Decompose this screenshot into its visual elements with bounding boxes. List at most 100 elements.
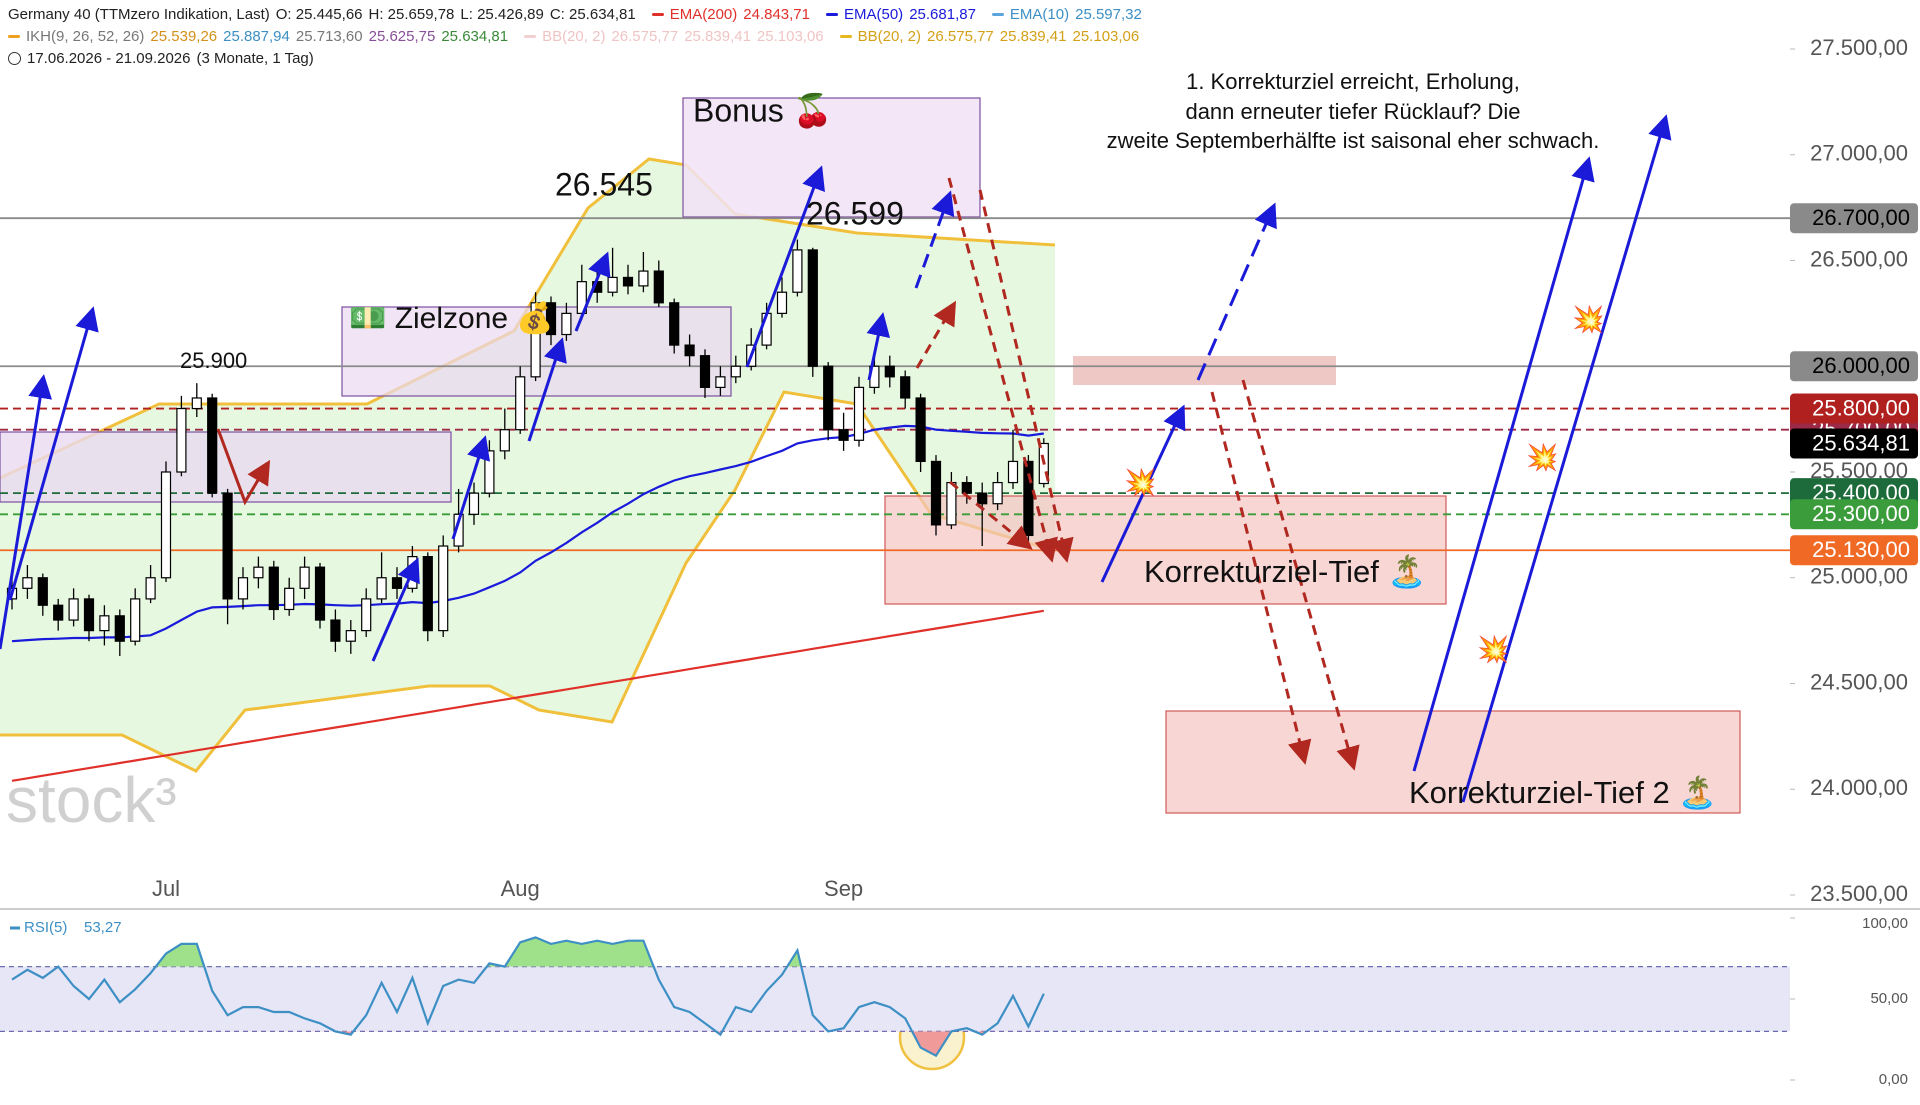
candle-body xyxy=(838,429,849,441)
candle-body xyxy=(730,365,741,378)
legend-name: EMA(10) xyxy=(1009,6,1070,23)
ohlc: H: 25.659,78 xyxy=(368,6,455,23)
legend-value: 25.839,41 xyxy=(684,28,751,45)
legend-value: 25.634,81 xyxy=(441,28,509,45)
candle-body xyxy=(853,386,865,441)
note-line: dann erneuter tiefer Rücklauf? Die xyxy=(1185,99,1520,124)
legend-swatch xyxy=(991,13,1004,16)
x-tick-label: Sep xyxy=(824,876,863,901)
candle-body xyxy=(268,566,279,611)
legend-name: BB(20, 2) xyxy=(857,28,922,45)
level-tag xyxy=(1790,428,1918,459)
x-tick-label: Jul xyxy=(152,876,180,901)
candle-body xyxy=(253,566,264,579)
zone-box xyxy=(1073,356,1336,385)
candle-body xyxy=(884,365,895,378)
candle-body xyxy=(992,481,1003,505)
arrow xyxy=(1461,114,1672,803)
target-label: Korrekturziel-Tief 2 🏝️ xyxy=(1409,774,1717,810)
legend-value: 25.625,75 xyxy=(368,28,436,45)
target-label: Korrekturziel-Tief 🏝️ xyxy=(1144,553,1426,589)
levels-layer xyxy=(0,217,1790,552)
candle-body xyxy=(237,577,249,600)
candle-body xyxy=(68,598,79,621)
legend-name: EMA(200) xyxy=(669,6,738,23)
price-note: 26.599 xyxy=(806,195,904,231)
level-tag-label: 25.800,00 xyxy=(1812,395,1910,420)
arrow xyxy=(947,177,1058,563)
candle-body xyxy=(607,276,618,293)
level-tag xyxy=(1790,393,1918,424)
ohlc: C: 25.634,81 xyxy=(549,6,636,23)
burst-icon: 💥 xyxy=(1124,467,1156,498)
y-tick-label: 100,00 xyxy=(1862,915,1908,932)
legend-swatch xyxy=(839,35,852,38)
candle-body xyxy=(391,577,403,589)
candle-body xyxy=(653,270,664,304)
candle-body xyxy=(314,566,326,621)
legend-line: IKH(9, 26, 52, 26) 25.539,26 25.887,94 2… xyxy=(8,28,1139,45)
candle-body xyxy=(915,397,926,463)
candle-body xyxy=(191,397,202,410)
candle-body xyxy=(145,577,156,600)
legend-swatch xyxy=(8,35,20,38)
level-tag-label: 25.300,00 xyxy=(1812,501,1910,526)
candle-body xyxy=(330,619,341,642)
zone-box xyxy=(682,97,981,218)
arrow xyxy=(451,435,491,540)
arrow xyxy=(866,312,891,381)
ohlc: L: 25.426,89 xyxy=(460,6,544,23)
zone-label: Bonus 🍒 xyxy=(693,92,832,129)
level-tag-label: 25.130,00 xyxy=(1812,537,1910,562)
period: (3 Monate, 1 Tag) xyxy=(196,50,314,67)
background-layer: stock³ xyxy=(0,97,1741,836)
candle-body xyxy=(499,429,510,452)
target-box xyxy=(1165,710,1741,814)
candle-body xyxy=(1023,460,1034,537)
rsi-oversold-fill xyxy=(12,1031,1044,1056)
candle-body xyxy=(207,397,218,494)
y-tick-label: 26.500,00 xyxy=(1810,246,1908,271)
candle-body xyxy=(484,450,495,494)
candle-body xyxy=(53,604,64,621)
rsi-title: RSI(5) xyxy=(24,919,67,936)
legend-value: 26.575,77 xyxy=(611,28,679,45)
legend-swatch xyxy=(826,13,838,16)
candle-body xyxy=(638,270,649,287)
indicator-line xyxy=(11,424,1044,643)
candle-body xyxy=(930,460,942,526)
y-tick-label: 23.500,00 xyxy=(1810,881,1908,906)
rsi-line xyxy=(11,936,1045,1058)
legend-value: 25.839,41 xyxy=(999,28,1067,45)
candle-body xyxy=(284,587,295,611)
candle-body xyxy=(807,249,818,367)
arrow xyxy=(8,306,99,601)
arrow xyxy=(574,251,611,332)
candle-body xyxy=(37,577,48,606)
burst-icon: 💥 xyxy=(1477,634,1509,665)
price-note: 26.545 xyxy=(555,166,653,202)
arrow xyxy=(1412,156,1595,772)
candle-body xyxy=(376,577,387,600)
candle-body xyxy=(622,276,634,287)
legend-value: 25.103,06 xyxy=(1072,28,1140,45)
arrow xyxy=(915,300,957,369)
level-tag xyxy=(1790,499,1918,530)
candle-body xyxy=(900,376,911,399)
axis-layer: 23.500,0024.000,0024.500,0025.000,0025.5… xyxy=(152,35,1918,1088)
arrow xyxy=(914,190,955,289)
legend-name: IKH(9, 26, 52, 26) xyxy=(26,28,145,45)
note-line: 1. Korrekturziel erreicht, Erholung, xyxy=(1186,69,1520,94)
indicator-line xyxy=(11,609,1044,782)
ohlc: O: 25.445,66 xyxy=(275,6,363,23)
y-tick-label: 25.000,00 xyxy=(1810,564,1908,589)
candle-body xyxy=(977,492,988,505)
candle-body xyxy=(22,577,33,589)
arrow xyxy=(0,374,53,650)
y-tick-label: 50,00 xyxy=(1870,990,1908,1007)
y-tick-label: 24.000,00 xyxy=(1810,775,1908,800)
candle-body xyxy=(160,471,172,579)
candle-body xyxy=(130,598,141,642)
candle-body xyxy=(99,615,110,632)
candle-body xyxy=(299,566,310,589)
